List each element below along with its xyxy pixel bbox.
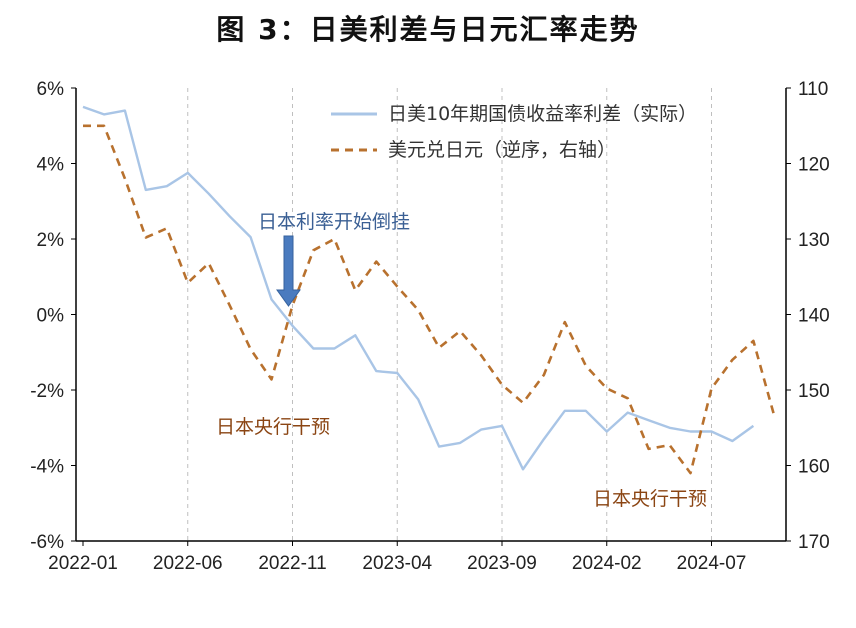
tick-labels: 2022-01 2022-06 2022-11 2023-04 2023-09 2024-…: [30, 79, 830, 574]
y-right-tick-label: 150: [798, 381, 830, 402]
y-right-tick-label: 120: [798, 155, 830, 176]
y-right-tick-label: 130: [798, 230, 830, 251]
annotations: 日美10年期国债收益率利差（实际） 美元兑日元（逆序，右轴） 日本利率开始倒挂 …: [216, 103, 707, 510]
y-left-tick-label: -4%: [30, 457, 64, 478]
y-left-tick-label: -6%: [30, 532, 64, 553]
x-tick-label: 2023-04: [362, 553, 432, 574]
y-left-tick-label: -2%: [30, 381, 64, 402]
series: [82, 105, 776, 475]
series-line-usdjpy: [83, 124, 776, 475]
y-right-tick-label: 140: [798, 306, 830, 327]
chart-title: 图 3：日美利差与日元汇率走势: [216, 13, 640, 46]
y-right-tick-label: 170: [798, 532, 830, 553]
legend-label-usdjpy: 美元兑日元（逆序，右轴）: [388, 139, 616, 161]
x-tick-label: 2023-09: [467, 553, 537, 574]
x-tick-label: 2022-06: [153, 553, 223, 574]
annotation-boj-intervention-2022: 日本央行干预: [216, 416, 330, 438]
annotation-boj-intervention-2024: 日本央行干预: [593, 488, 707, 510]
y-left-tick-label: 2%: [37, 230, 65, 251]
y-left-tick-label: 4%: [37, 155, 65, 176]
legend-label-spread: 日美10年期国债收益率利差（实际）: [388, 103, 697, 125]
x-tick-label: 2022-11: [258, 553, 326, 574]
y-right-tick-label: 110: [798, 79, 828, 100]
y-left-tick-label: 0%: [37, 306, 65, 327]
x-tick-label: 2022-01: [48, 553, 118, 574]
down-arrow-icon: [276, 235, 301, 307]
y-left-tick-label: 6%: [37, 79, 65, 100]
x-tick-label: 2024-07: [677, 553, 747, 574]
x-tick-label: 2024-02: [572, 553, 642, 574]
y-right-tick-label: 160: [798, 457, 830, 478]
series-line-spread: [82, 105, 755, 471]
grid: [187, 88, 712, 541]
annotation-inversion: 日本利率开始倒挂: [258, 211, 410, 233]
